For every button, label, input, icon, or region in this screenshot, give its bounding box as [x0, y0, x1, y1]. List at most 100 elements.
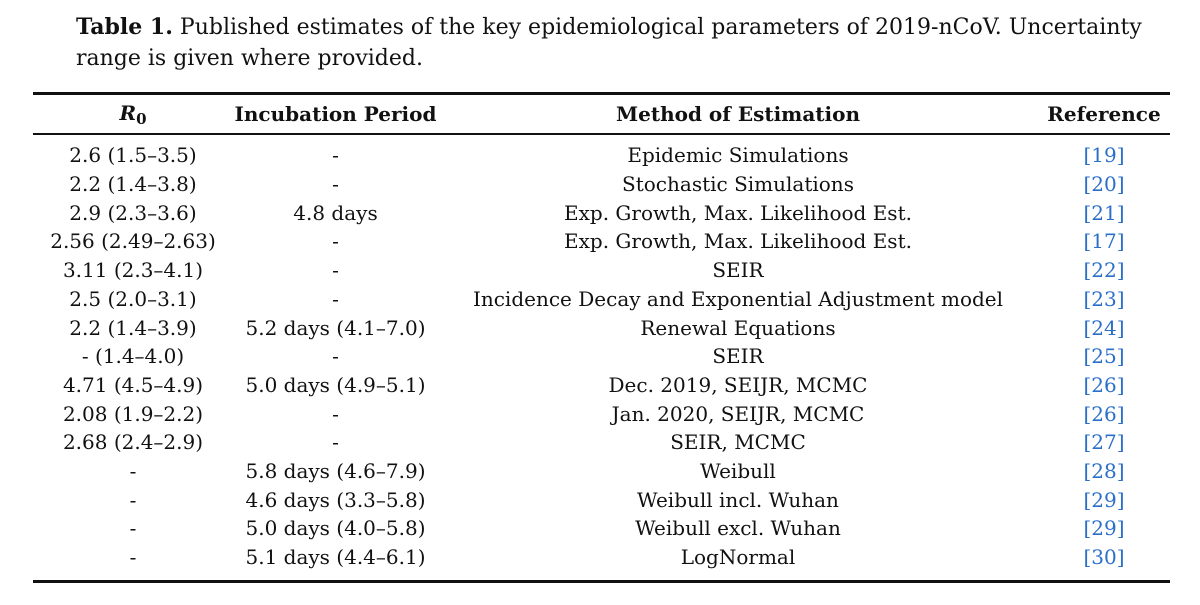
- cell-method: Weibull excl. Wuhan: [635, 516, 841, 541]
- cell-r0: 2.5 (2.0–3.1): [69, 286, 197, 311]
- reference-link[interactable]: 21: [1091, 200, 1117, 225]
- cell-reference: [19]: [1083, 143, 1125, 168]
- cell-method: Incidence Decay and Exponential Adjustme…: [472, 286, 1004, 311]
- table-row: 4.71 (4.5–4.9) 5.0 days (4.9–5.1) Dec. 201…: [33, 371, 1170, 400]
- cell-method: Weibull: [700, 459, 776, 484]
- cell-incubation: -: [332, 143, 339, 168]
- table-caption-label: Table 1.: [76, 14, 173, 40]
- cell-reference: [25]: [1083, 344, 1125, 369]
- cell-reference: [29]: [1083, 487, 1125, 512]
- table-row: - 5.8 days (4.6–7.9) Weibull [28]: [33, 457, 1170, 486]
- reference-link[interactable]: 29: [1091, 487, 1117, 512]
- cell-reference: [26]: [1083, 372, 1125, 397]
- cell-r0: 2.6 (1.5–3.5): [69, 143, 197, 168]
- cell-incubation: 5.0 days (4.0–5.8): [245, 516, 426, 541]
- cell-incubation: 5.8 days (4.6–7.9): [245, 459, 426, 484]
- table-bottom-rule: [33, 580, 1170, 583]
- table-row: 2.5 (2.0–3.1) - Incidence Decay and Expone…: [33, 285, 1170, 314]
- cell-method: Jan. 2020, SEIJR, MCMC: [611, 401, 865, 426]
- table-row: 2.56 (2.49–2.63) - Exp. Growth, Max. Likel…: [33, 227, 1170, 256]
- reference-link[interactable]: 22: [1091, 258, 1117, 283]
- header-incubation: Incubation Period: [234, 102, 437, 126]
- table-row: 3.11 (2.3–4.1) - SEIR [22]: [33, 256, 1170, 285]
- cell-method: Exp. Growth, Max. Likelihood Est.: [564, 229, 912, 254]
- table-header-row: R0 Incubation Period Method of Estimatio…: [33, 98, 1170, 130]
- cell-method: Renewal Equations: [640, 315, 836, 340]
- cell-r0: 4.71 (4.5–4.9): [62, 372, 204, 397]
- cell-method: SEIR, MCMC: [670, 430, 806, 455]
- reference-link[interactable]: 29: [1091, 516, 1117, 541]
- header-r0-symbol: R: [119, 100, 137, 125]
- header-r0-subscript: 0: [136, 109, 147, 128]
- cell-reference: [24]: [1083, 315, 1125, 340]
- cell-method: Weibull incl. Wuhan: [637, 487, 839, 512]
- cell-method: Stochastic Simulations: [622, 172, 854, 197]
- cell-incubation: -: [332, 344, 339, 369]
- cell-incubation: -: [332, 430, 339, 455]
- cell-reference: [28]: [1083, 459, 1125, 484]
- cell-reference: [30]: [1083, 545, 1125, 570]
- cell-method: LogNormal: [680, 545, 796, 570]
- cell-reference: [20]: [1083, 172, 1125, 197]
- table-caption: Table 1. Published estimates of the key …: [76, 12, 1156, 74]
- reference-link[interactable]: 28: [1091, 459, 1117, 484]
- reference-link[interactable]: 19: [1091, 143, 1117, 168]
- cell-incubation: -: [332, 172, 339, 197]
- table-caption-text: Published estimates of the key epidemiol…: [76, 15, 1142, 71]
- table-row: - (1.4–4.0) - SEIR [25]: [33, 342, 1170, 371]
- cell-r0: 3.11 (2.3–4.1): [62, 258, 204, 283]
- cell-r0: 2.68 (2.4–2.9): [62, 430, 204, 455]
- cell-reference: [21]: [1083, 200, 1125, 225]
- cell-incubation: -: [332, 286, 339, 311]
- table-row: - 4.6 days (3.3–5.8) Weibull incl. Wuhan [2…: [33, 485, 1170, 514]
- cell-r0: -: [129, 487, 137, 512]
- reference-link[interactable]: 26: [1091, 401, 1117, 426]
- table-row: 2.08 (1.9–2.2) - Jan. 2020, SEIJR, MCMC [26…: [33, 399, 1170, 428]
- reference-link[interactable]: 25: [1091, 344, 1117, 369]
- cell-reference: [17]: [1083, 229, 1125, 254]
- cell-r0: 2.56 (2.49–2.63): [50, 229, 216, 254]
- cell-method: Exp. Growth, Max. Likelihood Est.: [564, 200, 912, 225]
- table-row: 2.2 (1.4–3.9) 5.2 days (4.1–7.0) Renewal E…: [33, 313, 1170, 342]
- cell-incubation: -: [332, 229, 339, 254]
- cell-reference: [23]: [1083, 286, 1125, 311]
- cell-r0: - (1.4–4.0): [81, 344, 185, 369]
- reference-link[interactable]: 17: [1091, 229, 1117, 254]
- cell-incubation: 4.6 days (3.3–5.8): [245, 487, 426, 512]
- cell-r0: -: [129, 459, 137, 484]
- table-header-rule: [33, 133, 1170, 135]
- cell-r0: -: [129, 516, 137, 541]
- header-r0: R0: [33, 98, 233, 130]
- cell-incubation: 4.8 days: [293, 200, 378, 225]
- cell-r0: 2.2 (1.4–3.8): [69, 172, 197, 197]
- cell-reference: [22]: [1083, 258, 1125, 283]
- table-top-rule: [33, 92, 1170, 95]
- table-row: 2.2 (1.4–3.8) - Stochastic Simulations [20]: [33, 170, 1170, 199]
- table-row: 2.6 (1.5–3.5) - Epidemic Simulations [19]: [33, 141, 1170, 170]
- cell-method: SEIR: [712, 258, 764, 283]
- reference-link[interactable]: 27: [1091, 430, 1117, 455]
- reference-link[interactable]: 24: [1091, 315, 1117, 340]
- cell-incubation: -: [332, 258, 339, 283]
- cell-incubation: 5.2 days (4.1–7.0): [245, 315, 426, 340]
- cell-r0: 2.9 (2.3–3.6): [69, 200, 197, 225]
- header-reference: Reference: [1047, 102, 1161, 126]
- reference-link[interactable]: 20: [1091, 172, 1117, 197]
- table-row: - 5.1 days (4.4–6.1) LogNormal [30]: [33, 543, 1170, 572]
- cell-incubation: -: [332, 401, 339, 426]
- cell-r0: 2.2 (1.4–3.9): [69, 315, 197, 340]
- reference-link[interactable]: 30: [1091, 545, 1117, 570]
- cell-incubation: 5.0 days (4.9–5.1): [245, 372, 426, 397]
- reference-link[interactable]: 23: [1091, 286, 1117, 311]
- cell-reference: [27]: [1083, 430, 1125, 455]
- cell-r0: 2.08 (1.9–2.2): [62, 401, 204, 426]
- cell-method: SEIR: [712, 344, 764, 369]
- cell-reference: [29]: [1083, 516, 1125, 541]
- table-row: - 5.0 days (4.0–5.8) Weibull excl. Wuhan [2…: [33, 514, 1170, 543]
- table-row: 2.9 (2.3–3.6) 4.8 days Exp. Growth, Max. L…: [33, 198, 1170, 227]
- reference-link[interactable]: 26: [1091, 372, 1117, 397]
- cell-incubation: 5.1 days (4.4–6.1): [245, 545, 426, 570]
- cell-reference: [26]: [1083, 401, 1125, 426]
- cell-r0: -: [129, 545, 137, 570]
- table-row: 2.68 (2.4–2.9) - SEIR, MCMC [27]: [33, 428, 1170, 457]
